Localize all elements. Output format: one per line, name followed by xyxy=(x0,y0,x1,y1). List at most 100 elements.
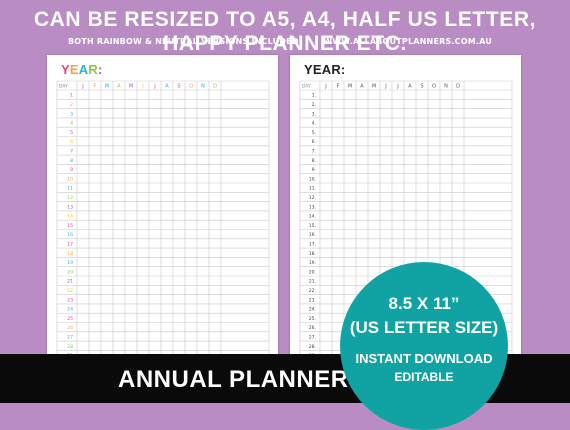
month-header-5: M xyxy=(129,84,133,90)
day-label: 22. xyxy=(309,288,316,294)
day-label: 8 xyxy=(70,158,73,164)
day-label: 18 xyxy=(67,251,73,257)
day-label: 23 xyxy=(67,297,73,303)
day-label: 5 xyxy=(70,130,73,136)
day-label: 5. xyxy=(312,130,316,136)
day-label: 3 xyxy=(70,111,73,117)
day-label: 1. xyxy=(312,93,316,99)
badge-editable: EDITABLE xyxy=(394,370,454,384)
month-header-10: O xyxy=(189,84,193,90)
month-header-11: N xyxy=(444,84,448,90)
month-header-4: A xyxy=(360,84,364,90)
year-letter: R xyxy=(88,62,98,77)
day-label: 6. xyxy=(312,139,316,145)
day-label: 7 xyxy=(70,149,73,155)
day-label: 4 xyxy=(70,121,73,127)
month-header-8: A xyxy=(408,84,412,90)
year-letter: A xyxy=(78,62,89,77)
day-label: 24 xyxy=(67,307,73,313)
year-letter: Y xyxy=(61,62,70,77)
footer-title: ANNUAL PLANNER xyxy=(118,366,349,393)
day-label: 28. xyxy=(309,344,316,350)
day-label: 2. xyxy=(312,102,316,108)
month-header-3: M xyxy=(348,84,352,90)
day-label: 26. xyxy=(309,325,316,331)
day-label: 3. xyxy=(312,111,316,117)
month-header-10: O xyxy=(432,84,436,90)
day-label: 12. xyxy=(309,195,316,201)
day-label: 20. xyxy=(309,269,316,275)
month-header-6: J xyxy=(141,84,143,90)
day-label: 17 xyxy=(67,242,73,248)
year-title-rainbow: YEAR: xyxy=(61,62,102,77)
day-label: 13 xyxy=(67,204,73,210)
day-label: 9 xyxy=(70,167,73,173)
day-label: 27 xyxy=(67,335,73,341)
size-badge: 8.5 X 11” (US LETTER SIZE) INSTANT DOWNL… xyxy=(340,262,508,430)
month-header-3: M xyxy=(105,84,109,90)
month-header-2: F xyxy=(337,84,340,90)
day-column-header: DAY xyxy=(59,84,68,90)
day-label: 20 xyxy=(67,269,73,275)
day-column-header: DAY xyxy=(302,84,311,90)
month-header-8: A xyxy=(165,84,169,90)
day-label: 4. xyxy=(312,121,316,127)
day-label: 17. xyxy=(309,242,316,248)
day-label: 16 xyxy=(67,232,73,238)
day-label: 19. xyxy=(309,260,316,266)
day-label: 24. xyxy=(309,307,316,313)
badge-size-line1: 8.5 X 11” xyxy=(388,294,460,313)
day-label: 28 xyxy=(67,344,73,350)
day-label: 14. xyxy=(309,214,316,220)
day-label: 23. xyxy=(309,297,316,303)
badge-download: INSTANT DOWNLOAD xyxy=(355,351,493,366)
month-header-5: M xyxy=(372,84,376,90)
day-label: 27. xyxy=(309,335,316,341)
year-letter: E xyxy=(69,62,79,77)
month-header-1: J xyxy=(81,84,83,90)
day-label: 2 xyxy=(70,102,73,108)
day-label: 6 xyxy=(70,139,73,145)
day-label: 25 xyxy=(67,316,73,322)
month-header-7: J xyxy=(153,84,155,90)
website-url: WWW.ALLABOUTPLANNERS.COM.AU xyxy=(323,37,492,46)
month-header-9: S xyxy=(177,84,180,90)
day-label: 15. xyxy=(309,223,316,229)
day-label: 19 xyxy=(67,260,73,266)
month-header-2: F xyxy=(94,84,97,90)
day-label: 11. xyxy=(309,186,316,192)
versions-note: BOTH RAINBOW & NEUTRAL VERSIONS INCLUDED xyxy=(68,37,299,46)
day-label: 10 xyxy=(67,176,73,182)
month-header-9: S xyxy=(420,84,423,90)
day-label: 12 xyxy=(67,195,73,201)
day-label: 7. xyxy=(312,149,316,155)
month-header-6: J xyxy=(384,84,386,90)
day-label: 26 xyxy=(67,325,73,331)
year-title-neutral: YEAR: xyxy=(304,62,346,77)
day-label: 14 xyxy=(67,214,73,220)
month-header-7: J xyxy=(396,84,398,90)
day-label: 15 xyxy=(67,223,73,229)
day-label: 18. xyxy=(309,251,316,257)
day-label: 22 xyxy=(67,288,73,294)
annual-grid-rainbow: DAY J F M A M J J A S O N D1234567891011121314151617… xyxy=(56,80,270,375)
headline: CAN BE RESIZED TO A5, A4, HALF US LETTER… xyxy=(33,8,537,55)
month-header-4: A xyxy=(117,84,121,90)
rainbow-planner-sheet: YEAR: DAY J F M A M J J A S O N D 1 2 3 4 5 6 7 8 9 10 11 12 13 14… xyxy=(47,55,278,375)
day-label: 13. xyxy=(309,204,316,210)
badge-size-line2: (US LETTER SIZE) xyxy=(349,318,499,337)
month-header-11: N xyxy=(201,84,205,90)
day-label: 1 xyxy=(70,93,73,99)
day-label: 10. xyxy=(309,176,316,182)
day-label: 21. xyxy=(309,279,316,285)
day-label: 25. xyxy=(309,316,316,322)
month-header-12: D xyxy=(456,84,460,90)
year-letter: : xyxy=(97,62,103,77)
month-header-1: J xyxy=(324,84,326,90)
day-label: 21 xyxy=(67,279,73,285)
day-label: 11 xyxy=(67,186,73,192)
day-label: 9. xyxy=(312,167,316,173)
day-label: 16. xyxy=(309,232,316,238)
month-header-12: D xyxy=(213,84,217,90)
day-label: 8. xyxy=(312,158,316,164)
